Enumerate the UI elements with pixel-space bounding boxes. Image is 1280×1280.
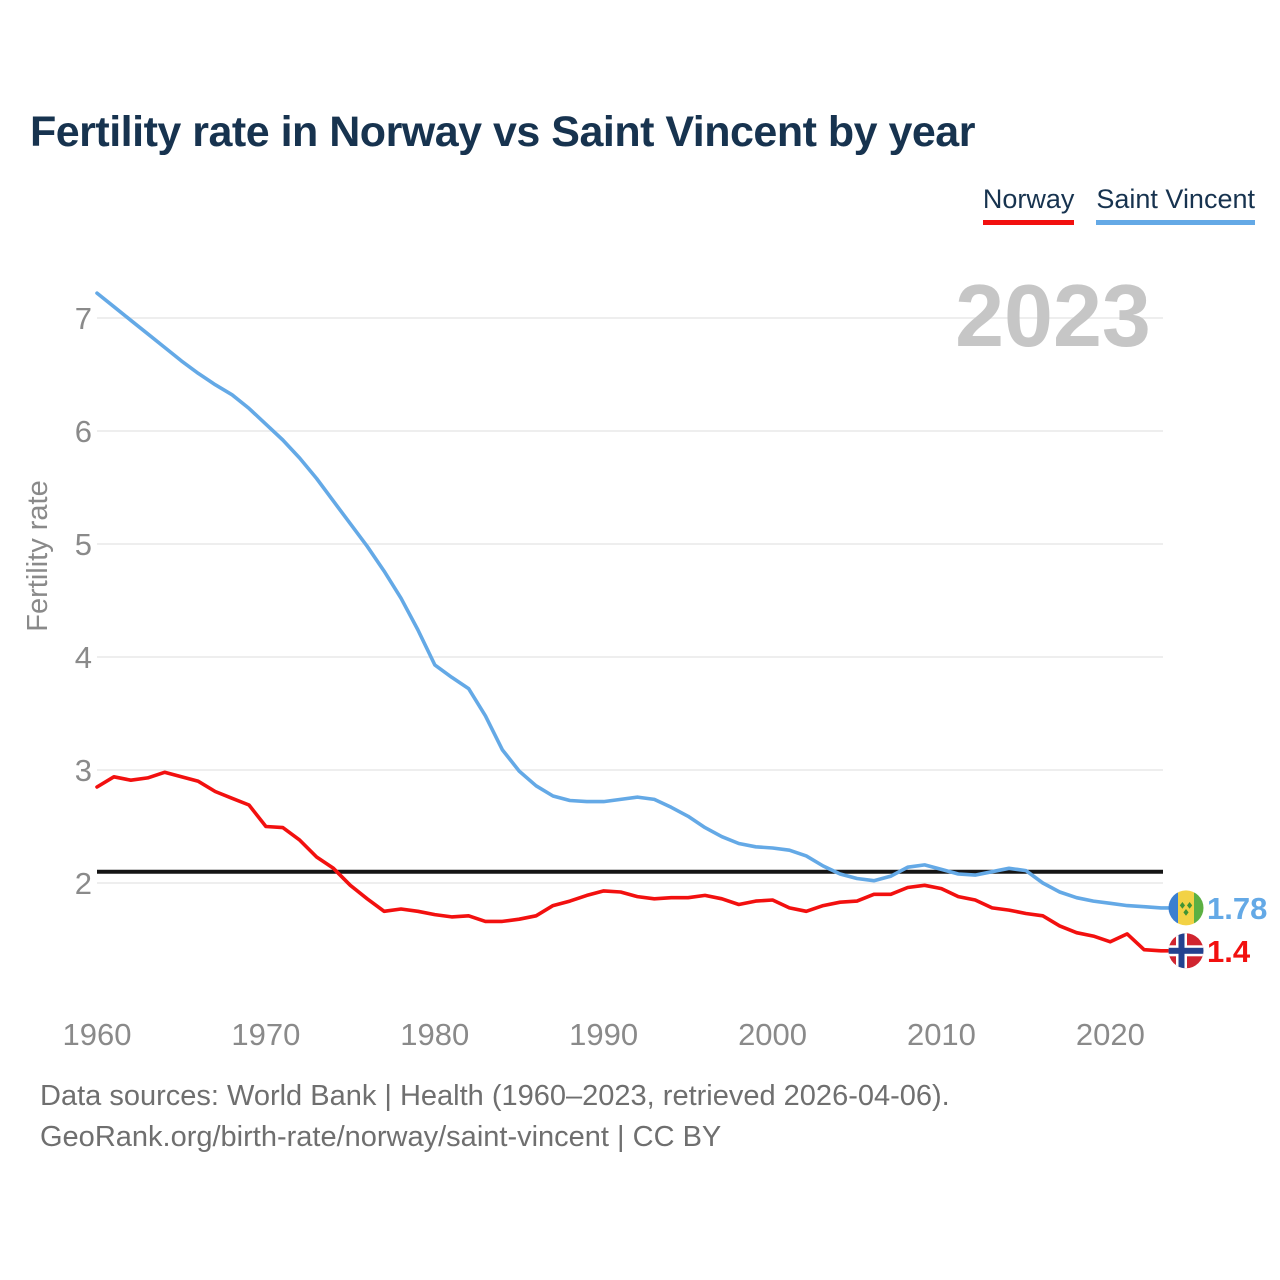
chart-legend: Norway Saint Vincent [982, 184, 1255, 225]
y-tick-label: 4 [75, 640, 92, 675]
attribution-link[interactable]: GeoRank.org/birth-rate/norway/saint-vinc… [40, 1121, 722, 1153]
saint-vincent-series-line [95, 291, 1173, 910]
x-tick-label: 1980 [400, 1017, 469, 1052]
watermark-year: 2023 [955, 266, 1151, 365]
x-tick-label: 1990 [569, 1017, 638, 1052]
saint-vincent-end-value: 1.78 [1207, 891, 1267, 926]
y-tick-label: 7 [75, 301, 92, 336]
y-tick-label: 3 [75, 753, 92, 788]
page-title: Fertility rate in Norway vs Saint Vincen… [30, 108, 975, 156]
legend-item-norway[interactable]: Norway [982, 184, 1075, 225]
legend-item-saint-vincent[interactable]: Saint Vincent [1096, 184, 1255, 225]
x-tick-label: 2010 [907, 1017, 976, 1052]
x-tick-label: 2020 [1076, 1017, 1145, 1052]
footer: Data sources: World Bank | Health (1960–… [40, 1076, 950, 1158]
y-axis-title: Fertility rate [22, 480, 54, 631]
x-tick-label: 2000 [738, 1017, 807, 1052]
saint-vincent-flag-icon [1168, 890, 1204, 926]
norway-flag-icon [1168, 933, 1204, 969]
norway-series-line [95, 770, 1173, 953]
y-tick-label: 6 [75, 414, 92, 449]
x-tick-label: 1970 [231, 1017, 300, 1052]
x-tick-label: 1960 [63, 1017, 132, 1052]
y-tick-label: 5 [75, 527, 92, 562]
norway-end-value: 1.4 [1207, 934, 1251, 969]
y-tick-label: 2 [75, 866, 92, 901]
data-sources-text: Data sources: World Bank | Health (1960–… [40, 1080, 950, 1112]
